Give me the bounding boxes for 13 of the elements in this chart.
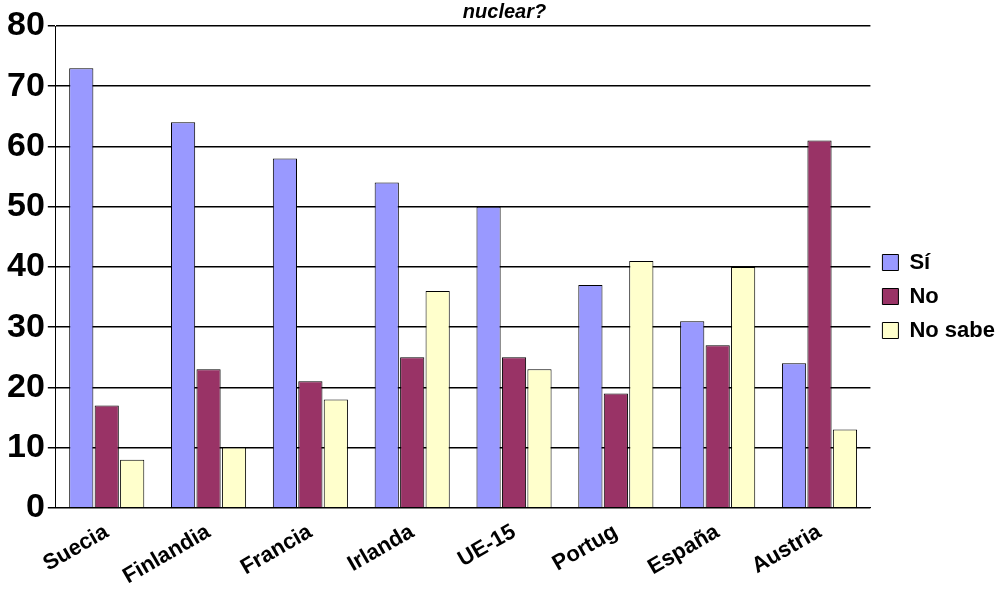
y-tick-label: 80 [6,4,45,43]
y-tick-label: 30 [6,305,45,344]
y-tick-label: 50 [6,185,45,224]
legend-label: No sabe [909,316,996,342]
y-tick-label: 20 [6,365,45,404]
legend-label: Sí [909,248,932,274]
chart-title: nuclear? [462,0,547,22]
y-tick-label: 60 [6,124,45,163]
y-tick-label: 10 [6,426,45,464]
y-tick-label: 70 [6,64,45,103]
legend-label: No [909,282,939,308]
y-tick-label: 40 [6,245,45,284]
y-tick-label: 0 [25,486,45,525]
